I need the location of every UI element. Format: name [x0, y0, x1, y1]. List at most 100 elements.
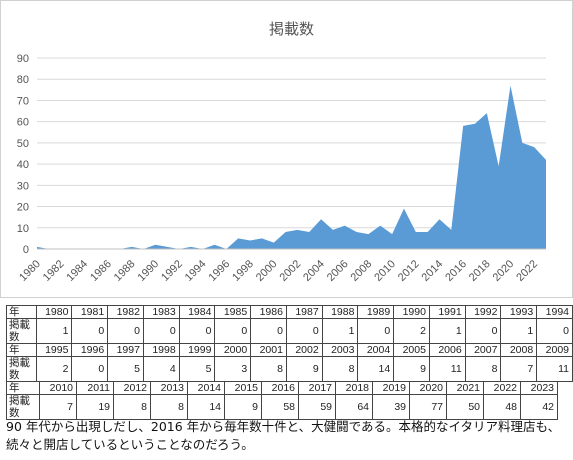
area-chart: 掲載数0102030405060708090198019821984198619… [17, 20, 546, 284]
count-cell: 1 [35, 318, 73, 344]
count-header-cell: 掲載数 [6, 318, 37, 344]
count-cell: 14 [187, 394, 225, 420]
year-cell: 1981 [71, 305, 109, 319]
count-cell: 0 [71, 318, 109, 344]
data-table-1980-1994: 年 1980 1981 1982 1983 1984 1985 1986 1987 1988 198… [6, 305, 573, 344]
x-tick-label: 1992 [159, 258, 185, 284]
count-cell: 19 [76, 394, 114, 420]
x-tick-label: 1980 [17, 258, 43, 284]
year-header-cell: 年 [6, 381, 40, 395]
series-area [37, 85, 546, 249]
year-cell: 1994 [536, 305, 573, 319]
count-cell: 7 [39, 394, 77, 420]
count-header-cell: 掲載数 [6, 356, 37, 382]
count-cell: 39 [372, 394, 410, 420]
year-row: 年 1995 1996 1997 1998 1999 2000 2001 2002 2003 200… [6, 343, 573, 357]
year-cell: 1999 [178, 343, 216, 357]
count-cell: 0 [214, 318, 252, 344]
year-cell: 1985 [214, 305, 252, 319]
count-cell: 48 [483, 394, 521, 420]
y-tick-label: 10 [17, 223, 29, 235]
count-row: 掲載数 2 0 5 4 5 3 8 9 8 14 9 11 8 7 11 [6, 356, 573, 382]
count-cell: 0 [536, 318, 573, 344]
year-cell: 1982 [107, 305, 144, 319]
count-cell: 8 [321, 356, 359, 382]
year-cell: 2009 [536, 343, 573, 357]
year-cell: 1988 [321, 305, 359, 319]
x-tick-label: 1982 [41, 258, 67, 284]
caption-text: 90 年代から出現しだし、2016 年から毎年数十件と、大健闘である。本格的なイ… [6, 418, 568, 454]
count-cell: 5 [107, 356, 144, 382]
x-tick-label: 1994 [183, 258, 209, 284]
count-cell: 0 [464, 318, 502, 344]
year-cell: 1993 [500, 305, 538, 319]
count-cell: 0 [357, 318, 395, 344]
y-tick-label: 70 [17, 95, 29, 107]
x-tick-label: 2008 [349, 258, 375, 284]
count-cell: 5 [178, 356, 216, 382]
count-cell: 8 [150, 394, 188, 420]
count-cell: 0 [178, 318, 216, 344]
caption-line-2: 続々と開店しているということなのだろう。 [6, 437, 254, 452]
year-cell: 2016 [261, 381, 299, 395]
x-tick-label: 2002 [278, 258, 304, 284]
year-cell: 1992 [464, 305, 502, 319]
count-header-cell: 掲載数 [6, 394, 40, 420]
count-cell: 14 [357, 356, 395, 382]
year-cell: 1995 [35, 343, 73, 357]
count-cell: 0 [142, 318, 180, 344]
year-header-cell: 年 [6, 343, 37, 357]
y-tick-label: 60 [17, 117, 29, 129]
year-row: 年 2010 2011 2012 2013 2014 2015 2016 2017 2018 201… [6, 381, 558, 395]
year-cell: 2011 [76, 381, 114, 395]
year-cell: 2000 [214, 343, 252, 357]
count-row: 掲載数 1 0 0 0 0 0 0 0 1 0 2 1 0 1 0 [6, 318, 573, 344]
year-cell: 2013 [150, 381, 188, 395]
y-tick-label: 20 [17, 202, 29, 214]
count-cell: 9 [224, 394, 262, 420]
x-tick-label: 2006 [325, 258, 351, 284]
count-cell: 0 [285, 318, 323, 344]
year-cell: 2015 [224, 381, 262, 395]
count-cell: 1 [500, 318, 538, 344]
x-tick-label: 1988 [112, 258, 138, 284]
year-cell: 2001 [250, 343, 287, 357]
year-header-cell: 年 [6, 305, 37, 319]
year-cell: 2020 [409, 381, 447, 395]
year-cell: 2014 [187, 381, 225, 395]
year-cell: 2004 [357, 343, 395, 357]
y-tick-label: 0 [23, 244, 29, 256]
data-table-1995-2009: 年 1995 1996 1997 1998 1999 2000 2001 2002 2003 200… [6, 343, 573, 382]
year-cell: 2002 [285, 343, 323, 357]
x-tick-label: 1996 [207, 258, 233, 284]
year-cell: 1990 [393, 305, 430, 319]
count-cell: 2 [35, 356, 73, 382]
x-tick-label: 1990 [135, 258, 161, 284]
count-cell: 4 [142, 356, 180, 382]
x-tick-label: 2000 [254, 258, 280, 284]
x-tick-label: 2016 [443, 258, 469, 284]
year-cell: 2006 [428, 343, 466, 357]
count-cell: 7 [500, 356, 538, 382]
x-tick-label: 2022 [514, 258, 540, 284]
year-cell: 1997 [107, 343, 144, 357]
count-cell: 3 [214, 356, 252, 382]
year-cell: 1998 [142, 343, 180, 357]
count-cell: 0 [107, 318, 144, 344]
y-tick-label: 50 [17, 138, 29, 150]
count-cell: 1 [321, 318, 359, 344]
year-cell: 2019 [372, 381, 410, 395]
year-cell: 2008 [500, 343, 538, 357]
year-cell: 1986 [250, 305, 287, 319]
count-cell: 0 [71, 356, 109, 382]
count-cell: 50 [446, 394, 484, 420]
year-cell: 2007 [464, 343, 502, 357]
year-cell: 1989 [357, 305, 395, 319]
count-cell: 8 [113, 394, 151, 420]
x-tick-label: 2012 [396, 258, 422, 284]
year-cell: 2017 [298, 381, 336, 395]
year-cell: 2012 [113, 381, 151, 395]
count-cell: 8 [464, 356, 502, 382]
year-cell: 2022 [483, 381, 521, 395]
x-tick-label: 2014 [420, 258, 446, 284]
